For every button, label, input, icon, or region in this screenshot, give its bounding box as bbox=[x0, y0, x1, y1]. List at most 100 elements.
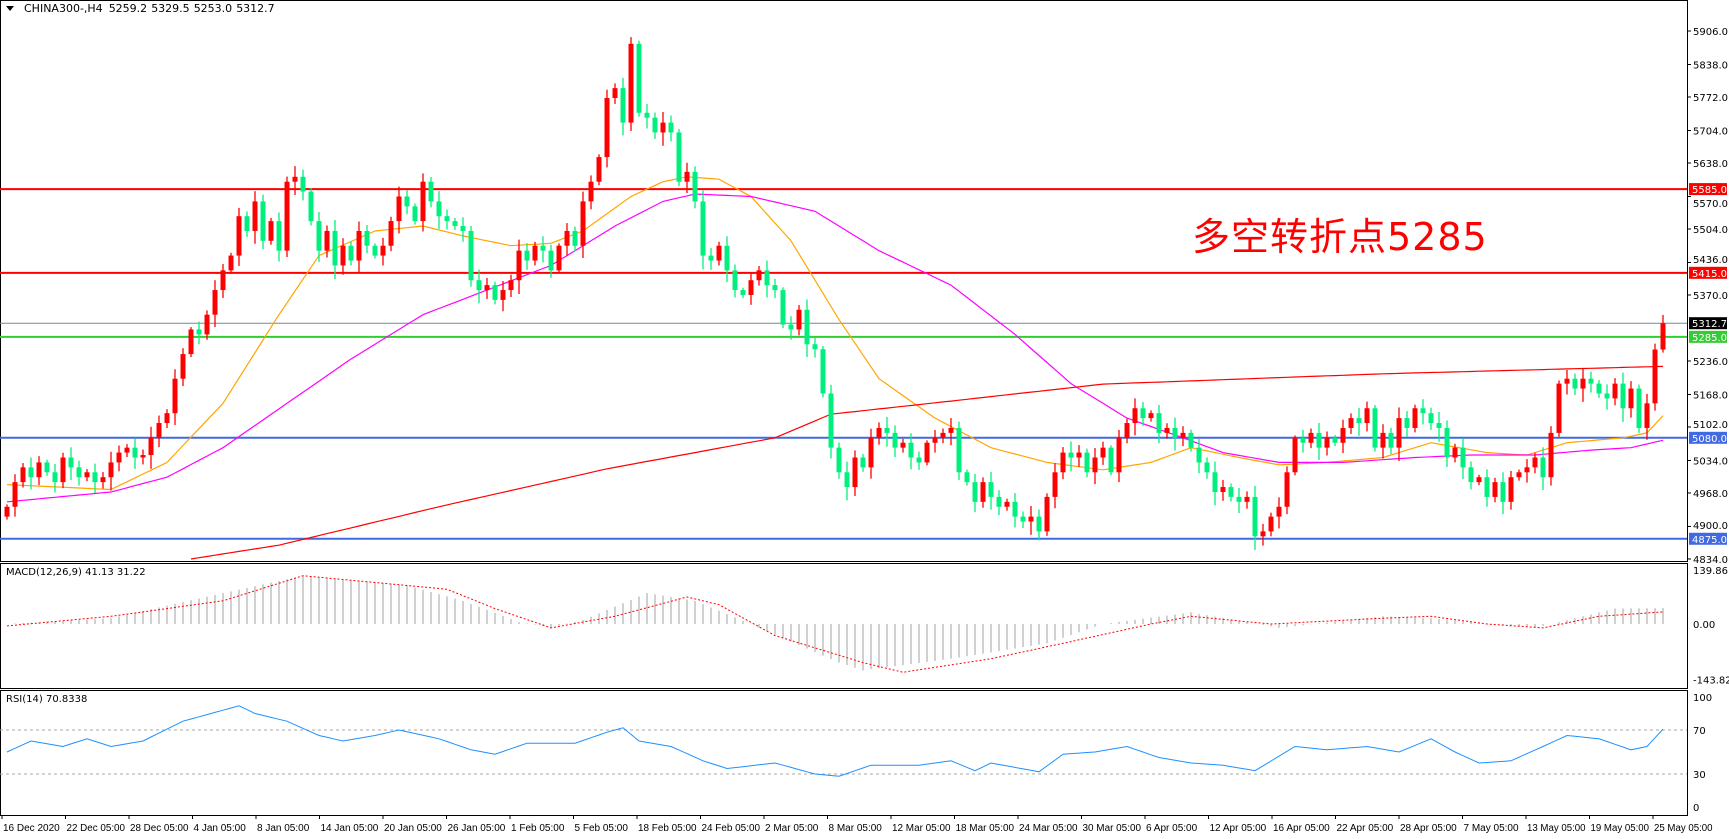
candle-body bbox=[1516, 472, 1522, 478]
candle bbox=[668, 115, 674, 142]
candle-body bbox=[164, 413, 170, 424]
candle bbox=[1188, 429, 1194, 452]
candle-body bbox=[1100, 447, 1106, 458]
candle-body bbox=[1260, 531, 1266, 537]
candle bbox=[36, 456, 42, 486]
candle-body bbox=[332, 230, 338, 266]
candle bbox=[1132, 398, 1138, 436]
rsi-tick-label: 70 bbox=[1693, 726, 1706, 737]
candle-body bbox=[188, 329, 194, 355]
candle bbox=[1284, 466, 1290, 515]
macd-signal-line bbox=[6, 575, 1664, 673]
dropdown-triangle-icon[interactable] bbox=[6, 6, 14, 11]
candle bbox=[948, 418, 954, 446]
candle-body bbox=[1532, 457, 1538, 468]
candle bbox=[364, 225, 370, 254]
candle bbox=[972, 473, 978, 513]
level-tag-label: 5080.0 bbox=[1692, 434, 1727, 445]
price-tick-label: 4900.0 bbox=[1693, 521, 1728, 532]
price-tick-label: 5906.0 bbox=[1693, 27, 1728, 38]
candle-body bbox=[964, 472, 970, 483]
candle bbox=[44, 459, 50, 476]
candle-body bbox=[588, 181, 594, 202]
candle bbox=[724, 236, 730, 283]
candle bbox=[28, 457, 34, 490]
candle-body bbox=[660, 122, 666, 133]
candle-body bbox=[772, 285, 778, 291]
candle-body bbox=[396, 196, 402, 222]
candle bbox=[228, 252, 234, 274]
candle bbox=[476, 269, 482, 304]
bar-high: 5329.5 bbox=[151, 2, 190, 15]
candle bbox=[964, 469, 970, 486]
candle bbox=[1156, 404, 1162, 444]
candle-body bbox=[1036, 516, 1042, 532]
candle bbox=[644, 104, 650, 129]
fast-moving-average bbox=[6, 176, 1664, 491]
time-tick-label: 13 May 05:00 bbox=[1527, 823, 1586, 834]
candle bbox=[1660, 314, 1666, 353]
candle-body bbox=[108, 462, 114, 478]
candle bbox=[1004, 498, 1010, 511]
candle-body bbox=[652, 117, 658, 133]
bar-open: 5259.2 bbox=[108, 2, 148, 15]
candle bbox=[804, 299, 810, 358]
candle-body bbox=[1140, 408, 1146, 419]
candle bbox=[1572, 373, 1578, 395]
candle bbox=[900, 438, 906, 453]
candle-body bbox=[324, 230, 330, 251]
candle bbox=[596, 154, 602, 186]
candle bbox=[1428, 407, 1434, 430]
candle bbox=[940, 428, 946, 444]
candle-body bbox=[956, 427, 962, 473]
candle bbox=[876, 422, 882, 445]
candle-body bbox=[908, 442, 914, 458]
candle bbox=[612, 83, 618, 104]
candle bbox=[92, 463, 98, 493]
candle-body bbox=[172, 378, 178, 414]
candle bbox=[100, 472, 106, 489]
annotation-text: 多空转折点5285 bbox=[1192, 215, 1488, 259]
price-tick-label: 5504.0 bbox=[1693, 225, 1728, 236]
candle-body bbox=[492, 285, 498, 300]
candle-body bbox=[668, 122, 674, 133]
time-tick-label: 24 Mar 05:00 bbox=[1019, 823, 1078, 834]
candle-body bbox=[1460, 447, 1466, 468]
candle-body bbox=[1548, 432, 1554, 478]
candle-body bbox=[60, 457, 66, 483]
candle bbox=[1060, 447, 1066, 480]
candle bbox=[1180, 426, 1186, 447]
candle bbox=[380, 237, 386, 266]
price-tick-label: 5638.0 bbox=[1693, 159, 1728, 170]
candle bbox=[1324, 431, 1330, 456]
candle bbox=[196, 321, 202, 345]
candle bbox=[1100, 441, 1106, 465]
candle bbox=[1028, 505, 1034, 535]
candle-body bbox=[828, 393, 834, 448]
candle-body bbox=[1436, 423, 1442, 428]
candle bbox=[652, 112, 658, 139]
candle bbox=[1036, 509, 1042, 541]
candle-body bbox=[612, 88, 618, 98]
candle bbox=[556, 243, 562, 274]
time-tick-label: 12 Apr 05:00 bbox=[1210, 823, 1267, 834]
candle-body bbox=[1332, 437, 1338, 443]
candle-body bbox=[1172, 427, 1178, 438]
candle-body bbox=[684, 171, 690, 182]
candle bbox=[1420, 399, 1426, 425]
candle-body bbox=[292, 176, 298, 182]
candle-body bbox=[1276, 506, 1282, 517]
candle bbox=[1164, 423, 1170, 439]
candle-body bbox=[1180, 432, 1186, 438]
candle-body bbox=[1620, 383, 1626, 409]
price-tick-label: 5102.0 bbox=[1693, 420, 1728, 431]
candle-body bbox=[468, 230, 474, 281]
candle bbox=[1012, 493, 1018, 528]
candle bbox=[372, 243, 378, 259]
candle-body bbox=[556, 245, 562, 271]
candle-body bbox=[716, 245, 722, 261]
rsi-tick-label: 0 bbox=[1693, 803, 1699, 814]
candle-body bbox=[844, 472, 850, 488]
candle-body bbox=[604, 97, 610, 158]
